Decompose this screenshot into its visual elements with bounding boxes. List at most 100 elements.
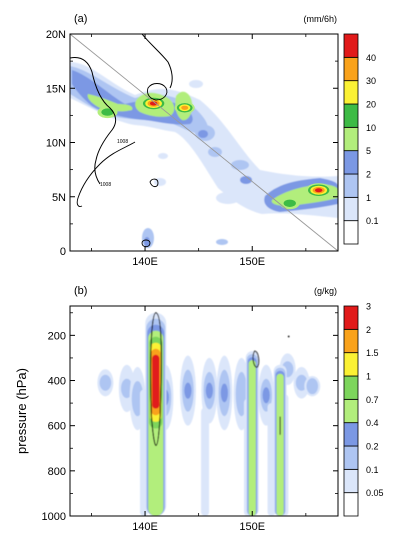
panel-a-units: (mm/6h) xyxy=(304,14,338,24)
contour-dot xyxy=(287,335,290,338)
rain-core xyxy=(97,106,118,119)
colorbar-label: 40 xyxy=(366,53,376,63)
panel-b-ylabel: pressure (hPa) xyxy=(14,368,29,454)
colorbar-swatch xyxy=(343,398,359,424)
y-tick-label: 20N xyxy=(46,29,66,41)
colorbar-label: 0.1 xyxy=(366,216,379,226)
column-level xyxy=(248,360,256,516)
colorbar-swatch xyxy=(343,56,359,82)
isobar-1008-west xyxy=(76,141,136,207)
coastline-north xyxy=(141,34,173,89)
panel-a-colorbar: 0.1 1 2 5 10 20 30 40 xyxy=(343,33,379,245)
colorbar-label: 2 xyxy=(366,170,371,180)
rain-band-w-green xyxy=(87,94,133,112)
rain-core-level xyxy=(314,188,323,193)
colorbar-swatch xyxy=(343,328,359,354)
colorbar-label: 1.5 xyxy=(366,348,379,358)
panel-b-field xyxy=(97,312,321,516)
y-tick-label: 10N xyxy=(46,138,66,150)
coastline xyxy=(70,57,117,185)
colorbar-swatch xyxy=(343,305,359,330)
rain-blob xyxy=(189,80,203,88)
moisture-core-column xyxy=(145,312,167,516)
contour-label: 1008 xyxy=(117,139,128,145)
rain-blob xyxy=(240,176,252,184)
rain-core-level xyxy=(283,199,296,207)
colorbar-swatch xyxy=(343,422,359,447)
x-tick-label: 140E xyxy=(132,256,158,268)
colorbar-swatch xyxy=(343,150,359,175)
y-tick-label: 200 xyxy=(48,330,66,342)
y-tick-label: 600 xyxy=(48,421,66,433)
column-level xyxy=(152,354,160,409)
contour-label: 1008 xyxy=(100,182,111,188)
rain-blob xyxy=(158,153,168,159)
colorbar-label: 30 xyxy=(366,76,376,86)
colorbar-swatch xyxy=(343,375,359,400)
moisture-column xyxy=(201,357,218,424)
colorbar-swatch xyxy=(343,33,359,58)
column-level xyxy=(99,374,112,391)
panel-a: (a) (mm/6h) xyxy=(46,13,379,268)
moisture-core-column xyxy=(273,364,287,516)
y-tick-label: 1000 xyxy=(42,511,66,523)
colorbar-swatch xyxy=(343,445,359,470)
y-tick-label: 5N xyxy=(52,192,66,204)
x-tick-label: 150E xyxy=(239,521,265,533)
rain-core-level xyxy=(101,108,114,116)
colorbar-label: 0.1 xyxy=(366,465,379,475)
panel-a-field: 1008 1008 xyxy=(70,34,338,251)
moisture-column xyxy=(216,355,233,431)
column-level xyxy=(205,382,213,399)
moisture-column-deep xyxy=(201,407,210,516)
x-tick-label: 150E xyxy=(239,256,265,268)
cross-section-line xyxy=(70,34,338,251)
colorbar-swatch xyxy=(343,173,359,198)
colorbar-swatch xyxy=(343,196,359,222)
y-tick-label: 800 xyxy=(48,466,66,478)
rain-blob xyxy=(216,192,240,204)
rain-cores xyxy=(97,96,332,210)
rain-core-level xyxy=(181,105,189,110)
moisture-column-deep xyxy=(267,403,276,516)
rain-core-level xyxy=(149,101,158,106)
isobar-1008 xyxy=(147,83,168,101)
colorbar-label: 0.7 xyxy=(366,395,379,405)
panel-b-label: (b) xyxy=(74,285,87,297)
column-level xyxy=(306,378,319,395)
colorbar-swatch xyxy=(343,352,359,377)
moisture-core-column xyxy=(245,351,259,516)
rain-blob xyxy=(144,237,150,247)
panel-b-axes: 140E 150E 200 400 600 800 1000 xyxy=(42,306,338,533)
colorbar-label: 3 xyxy=(366,302,371,312)
column-contour xyxy=(150,312,162,446)
colorbar-swatch xyxy=(343,220,359,245)
panel-b: (b) (g/kg) 140E 150E 200 400 600 800 1000 pres… xyxy=(14,285,384,533)
column-level xyxy=(276,373,284,516)
panel-a-axes: 140E 150E 0 5N 10N 15N 20N xyxy=(46,29,338,268)
y-tick-label: 15N xyxy=(46,83,66,95)
colorbar-label: 5 xyxy=(366,146,371,156)
column-level xyxy=(262,387,270,404)
panel-a-label: (a) xyxy=(74,13,87,25)
colorbar-swatch xyxy=(343,492,359,517)
panel-b-colorbar: 0.05 0.1 0.2 0.4 0.7 1 1.5 2 3 xyxy=(343,302,384,517)
moisture-column xyxy=(179,355,196,426)
rain-blob xyxy=(198,130,208,138)
rain-core xyxy=(279,197,300,210)
colorbar-label: 20 xyxy=(366,100,376,110)
colorbar-label: 2 xyxy=(366,325,371,335)
rain-core xyxy=(305,183,332,198)
rain-blob xyxy=(216,239,228,245)
y-tick-label: 400 xyxy=(48,376,66,388)
column-level xyxy=(184,382,192,399)
column-contour xyxy=(252,350,260,368)
rain-blob xyxy=(231,160,249,170)
colorbar-label: 0.2 xyxy=(366,442,379,452)
column-level xyxy=(220,383,228,403)
colorbar-label: 1 xyxy=(366,372,371,382)
colorbar-label: 0.4 xyxy=(366,418,379,428)
colorbar-swatch xyxy=(343,80,359,105)
colorbar-label: 0.05 xyxy=(366,488,384,498)
